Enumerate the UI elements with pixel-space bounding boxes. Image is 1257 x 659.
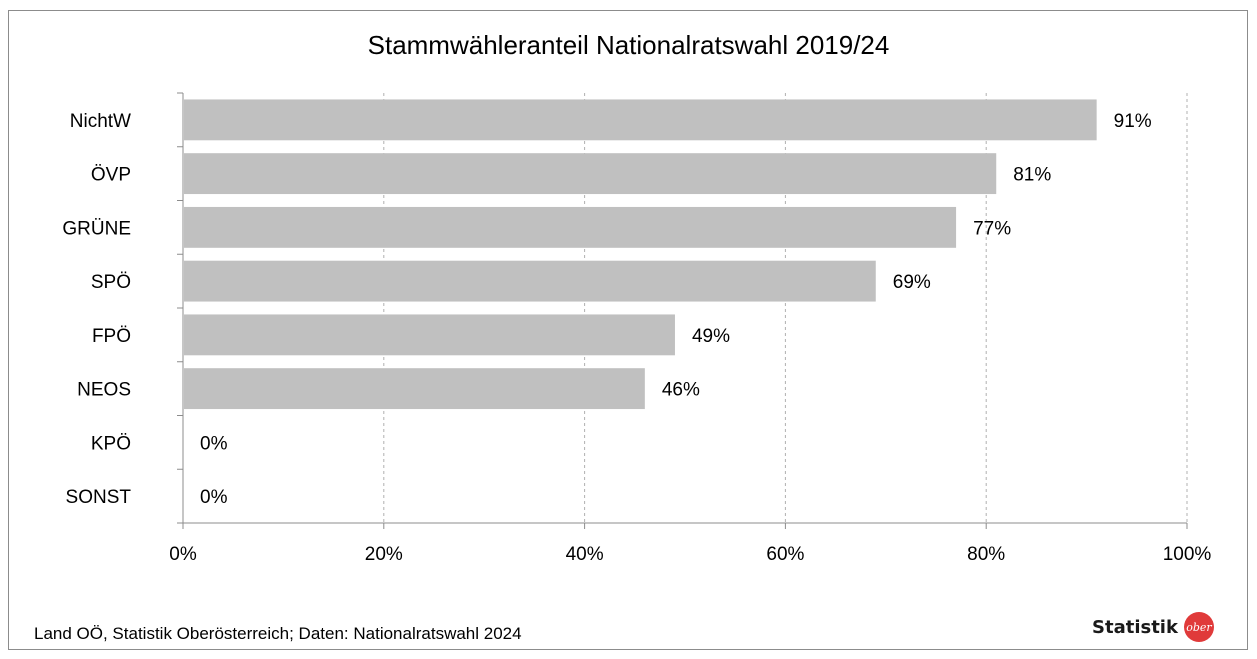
brand-logo: Statistik ober [1092, 612, 1214, 642]
bar [184, 206, 957, 248]
bar [184, 260, 876, 302]
data-label: 46% [662, 380, 700, 401]
category-label: KPÖ [91, 433, 131, 454]
category-label: SPÖ [91, 272, 131, 293]
brand-name: Statistik [1092, 616, 1178, 638]
bars [184, 99, 1097, 410]
x-tick-label: 100% [1163, 544, 1212, 565]
data-label: 0% [200, 487, 228, 508]
chart-title: Stammwähleranteil Nationalratswahl 2019/… [367, 30, 890, 60]
x-tick-label: 80% [967, 544, 1005, 565]
category-label: FPÖ [92, 326, 131, 347]
x-tick-label: 60% [766, 544, 804, 565]
x-tick-label: 40% [566, 544, 604, 565]
x-tick-label: 20% [365, 544, 403, 565]
axes [177, 92, 1188, 529]
category-label: GRÜNE [62, 218, 131, 239]
bar [184, 153, 997, 195]
data-label: 49% [692, 326, 730, 347]
data-label: 69% [893, 272, 931, 293]
brand-seal-icon: ober [1183, 612, 1214, 642]
source-note: Land OÖ, Statistik Oberösterreich; Daten… [34, 624, 522, 643]
labels: 0% 20% 40% 60% 80% 100% NichtW 91% ÖVP 81% GRÜNE 77… [62, 111, 1211, 565]
category-label: NichtW [70, 111, 131, 132]
data-label: 77% [973, 218, 1011, 239]
x-tick-label: 0% [169, 544, 197, 565]
category-label: ÖVP [91, 165, 131, 186]
data-label: 91% [1114, 111, 1152, 132]
data-label: 0% [200, 433, 228, 454]
bar [184, 99, 1097, 141]
category-label: SONST [66, 487, 132, 508]
category-label: NEOS [77, 380, 131, 401]
bar [184, 314, 675, 356]
data-label: 81% [1013, 165, 1051, 186]
bar [184, 368, 645, 410]
